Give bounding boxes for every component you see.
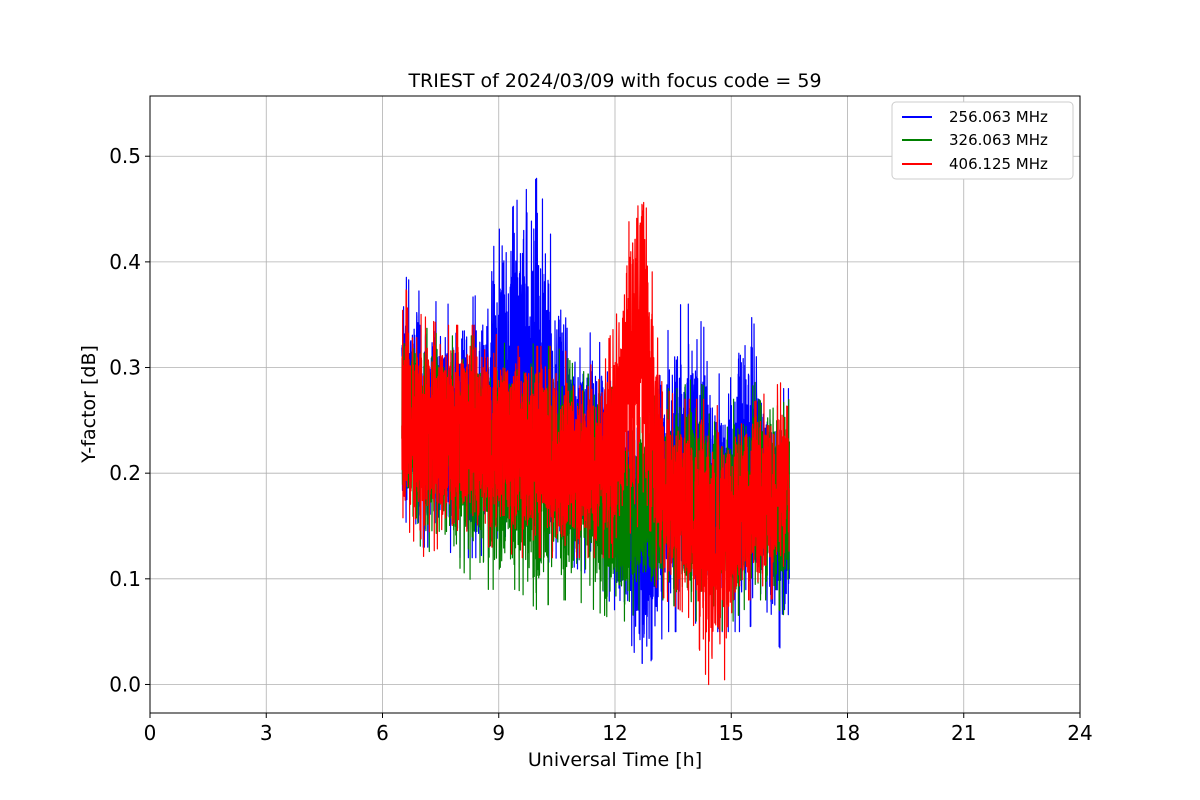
series-line-3 [401, 201, 790, 686]
x-tick-label: 24 [1067, 721, 1092, 745]
legend-label-406: 406.125 MHz [949, 155, 1048, 173]
x-axis-label: Universal Time [h] [528, 749, 702, 771]
y-axis-label: Y-factor [dB] [78, 345, 100, 464]
y-tick-label: 0.4 [109, 250, 141, 274]
y-tick-label: 0.5 [109, 144, 141, 168]
series-layer [401, 177, 790, 686]
y-axis-ticks: 0.0 0.1 0.2 0.3 0.4 0.5 [109, 144, 150, 696]
chart-title: TRIEST of 2024/03/09 with focus code = 5… [407, 70, 821, 92]
x-axis-ticks: 0 3 6 9 12 15 18 21 24 [144, 713, 1093, 745]
x-tick-label: 18 [835, 721, 860, 745]
y-tick-label: 0.0 [109, 672, 141, 696]
x-tick-label: 0 [144, 721, 157, 745]
x-tick-label: 6 [376, 721, 389, 745]
legend-label-256: 256.063 MHz [949, 108, 1048, 126]
y-tick-label: 0.3 [109, 356, 141, 380]
x-tick-label: 15 [719, 721, 744, 745]
x-tick-label: 12 [602, 721, 627, 745]
legend-box [891, 101, 1074, 180]
y-tick-label: 0.1 [109, 567, 141, 591]
x-tick-label: 21 [951, 721, 976, 745]
y-tick-label: 0.2 [109, 461, 141, 485]
legend: 256.063 MHz 326.063 MHz 406.125 MHz [891, 101, 1074, 180]
x-tick-label: 3 [260, 721, 273, 745]
legend-label-326: 326.063 MHz [949, 131, 1048, 149]
x-tick-label: 9 [492, 721, 505, 745]
